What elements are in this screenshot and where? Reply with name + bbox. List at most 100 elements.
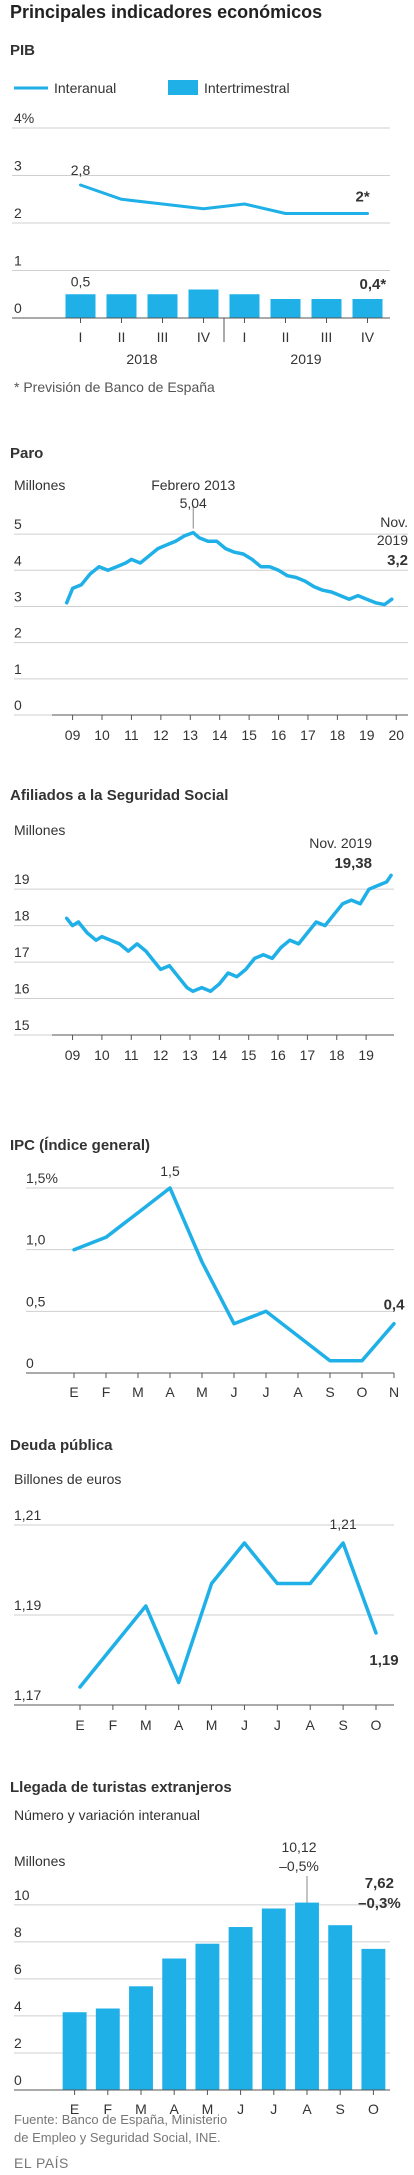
turistas-y-tick-label: 0 xyxy=(14,2072,22,2088)
turistas-x-tick-label: O xyxy=(368,2101,379,2117)
pib-last-line-value: 2* xyxy=(356,189,370,206)
pib-x-tick-label: IV xyxy=(197,329,211,345)
ipc-x-tick-label: A xyxy=(165,1384,175,1400)
turistas-y-tick-label: 10 xyxy=(14,1887,30,1903)
pib-y-tick-label: 0 xyxy=(14,300,22,316)
pib-y-tick-label: 2 xyxy=(14,205,22,221)
pib-first-line-value: 2,8 xyxy=(71,162,91,178)
afiliados-y-tick-label: 16 xyxy=(14,981,30,997)
paro-x-tick-label: 12 xyxy=(153,727,169,743)
pib-year-label: 2019 xyxy=(290,351,321,367)
ipc-x-tick-label: J xyxy=(231,1384,238,1400)
turistas-bar xyxy=(62,2012,87,2090)
pib-bar xyxy=(270,299,301,318)
paro-x-tick-label: 19 xyxy=(359,727,375,743)
turistas-x-tick-label: F xyxy=(104,2101,113,2117)
pib-bar xyxy=(106,294,137,318)
brand-logo: EL PAÍS xyxy=(14,2155,69,2171)
afiliados-x-tick-label: 11 xyxy=(124,1047,139,1063)
pib-legend-line-label: Interanual xyxy=(54,80,116,96)
turistas-y-tick-label: 4 xyxy=(14,1998,22,2014)
ipc-x-tick-label: N xyxy=(389,1384,399,1400)
afiliados-x-tick-label: 13 xyxy=(182,1047,198,1063)
pib-bar xyxy=(65,294,96,318)
pib-bar xyxy=(147,294,178,318)
pib-bar xyxy=(229,294,260,318)
paro-last-value: 3,2 xyxy=(387,552,408,569)
deuda-y-tick-label: 1,21 xyxy=(14,1507,41,1523)
turistas-x-tick-label: A xyxy=(170,2101,180,2117)
paro-x-tick-label: 09 xyxy=(65,727,81,743)
pib-first-bar-value: 0,5 xyxy=(71,273,91,289)
turistas-peak-change: –0,5% xyxy=(279,1858,319,1874)
afiliados-x-tick-label: 12 xyxy=(153,1047,169,1063)
pib-legend-bar-swatch xyxy=(168,80,198,95)
turistas-x-tick-label: J xyxy=(270,2101,277,2117)
paro-last-label: Nov. xyxy=(380,514,408,530)
turistas-bar xyxy=(95,2008,120,2090)
turistas-bar xyxy=(328,1925,353,2090)
turistas-bar xyxy=(162,1958,187,2090)
ipc-x-tick-label: M xyxy=(196,1384,208,1400)
pib-x-tick-label: II xyxy=(118,329,126,345)
source-note-line2: de Empleo y Seguridad Social, INE. xyxy=(14,2130,221,2145)
afiliados-y-tick-label: 17 xyxy=(14,944,30,960)
pib-interanual-line xyxy=(79,183,369,215)
turistas-bar xyxy=(228,1927,253,2090)
deuda-x-tick-label: S xyxy=(338,1717,347,1733)
afiliados-x-tick-label: 10 xyxy=(94,1047,110,1063)
afiliados-title: Afiliados a la Seguridad Social xyxy=(10,787,228,804)
pib-bar xyxy=(188,289,219,318)
deuda-line xyxy=(78,1541,378,1689)
ipc-title: IPC (Índice general) xyxy=(10,1137,150,1154)
deuda-x-tick-label: M xyxy=(206,1717,218,1733)
turistas-bar xyxy=(129,1986,153,2090)
turistas-y-tick-label: 2 xyxy=(14,2035,22,2051)
deuda-title: Deuda pública xyxy=(10,1437,113,1454)
ipc-line xyxy=(72,1186,396,1363)
deuda-x-tick-label: J xyxy=(274,1717,281,1733)
paro-x-tick-label: 17 xyxy=(300,727,316,743)
pib-x-tick-label: II xyxy=(282,329,290,345)
paro-x-tick-label: 20 xyxy=(388,727,404,743)
turistas-x-tick-label: M xyxy=(135,2101,147,2117)
turistas-title: Llegada de turistas extranjeros xyxy=(10,1779,232,1796)
turistas-y-tick-label: 6 xyxy=(14,1961,22,1977)
deuda-y-tick-label: 1,19 xyxy=(14,1597,41,1613)
pib-y-tick-label: 1 xyxy=(14,253,22,269)
deuda-ylabel: Billones de euros xyxy=(14,1471,121,1487)
paro-y-tick-label: 5 xyxy=(14,516,22,532)
paro-x-tick-label: 13 xyxy=(182,727,198,743)
paro-title: Paro xyxy=(10,445,43,462)
ipc-peak-value: 1,5 xyxy=(160,1163,180,1179)
pib-year-label: 2018 xyxy=(126,351,157,367)
ipc-x-tick-label: O xyxy=(357,1384,368,1400)
ipc-y-tick-label: 0 xyxy=(26,1355,34,1371)
afiliados-x-tick-label: 18 xyxy=(329,1047,345,1063)
pib-bar xyxy=(352,299,383,318)
ipc-y-tick-label: 1,0 xyxy=(26,1232,46,1248)
pib-x-tick-label: I xyxy=(243,329,247,345)
pib-x-tick-label: IV xyxy=(361,329,375,345)
deuda-peak-value: 1,21 xyxy=(329,1516,356,1532)
deuda-x-tick-label: O xyxy=(371,1717,382,1733)
paro-x-tick-label: 18 xyxy=(330,727,346,743)
deuda-x-tick-label: M xyxy=(140,1717,152,1733)
turistas-bar xyxy=(361,1948,386,2090)
deuda-x-tick-label: J xyxy=(241,1717,248,1733)
turistas-x-tick-label: A xyxy=(302,2101,312,2117)
pib-legend-bar-label: Intertrimestral xyxy=(204,80,290,96)
afiliados-y-tick-label: 15 xyxy=(14,1017,30,1033)
deuda-y-tick-label: 1,17 xyxy=(14,1687,41,1703)
afiliados-y-tick-label: 19 xyxy=(14,871,30,887)
afiliados-last-value: 19,38 xyxy=(334,855,372,872)
turistas-x-tick-label: J xyxy=(237,2101,244,2117)
paro-x-tick-label: 16 xyxy=(271,727,287,743)
ipc-x-tick-label: M xyxy=(132,1384,144,1400)
afiliados-x-tick-label: 19 xyxy=(358,1047,374,1063)
pib-title: PIB xyxy=(10,42,35,59)
afiliados-x-tick-label: 16 xyxy=(270,1047,286,1063)
ipc-x-tick-label: E xyxy=(69,1384,78,1400)
afiliados-line xyxy=(64,873,393,994)
